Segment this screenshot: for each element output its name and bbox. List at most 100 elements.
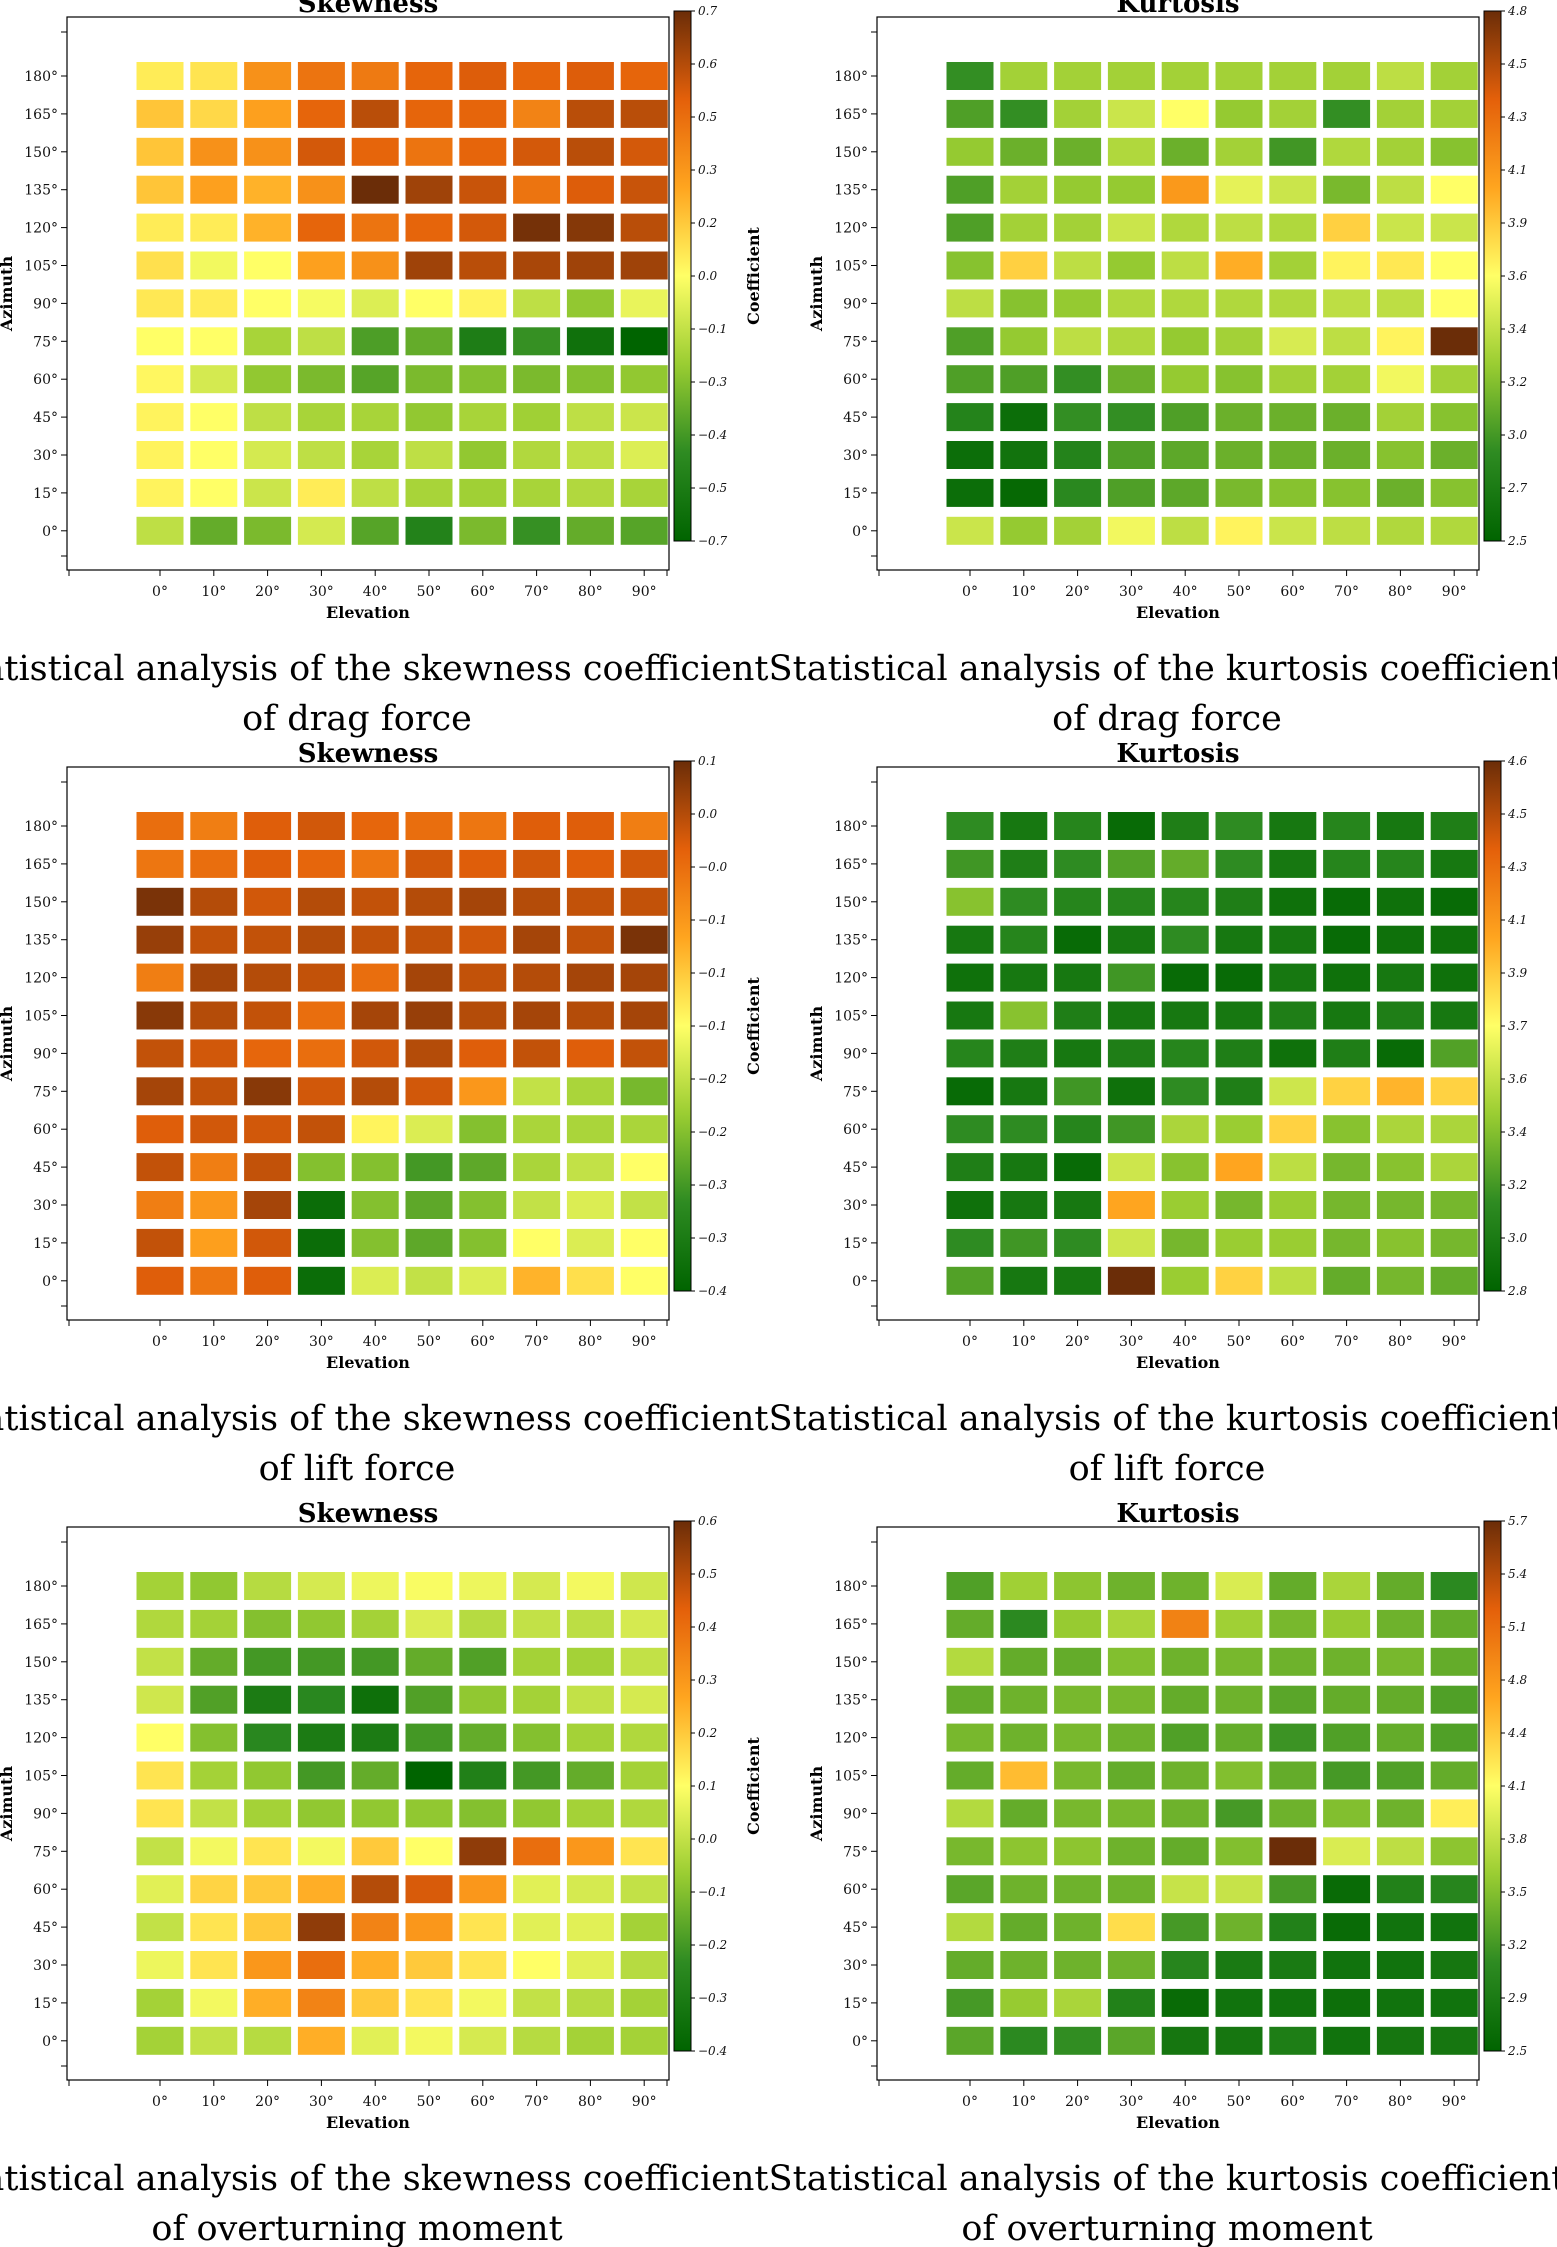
- x-tick-label: 80°: [1388, 2094, 1413, 2110]
- heatmap-cell: [620, 812, 668, 840]
- y-tick-label: 120°: [24, 1731, 58, 1747]
- heatmap-cell: [513, 327, 561, 356]
- heatmap-cell: [459, 1077, 507, 1106]
- heatmap-cell: [1376, 1988, 1424, 2017]
- heatmap-cell: [297, 251, 345, 280]
- chart-title: Kurtosis: [1116, 0, 1239, 19]
- heatmap-cell: [244, 403, 292, 432]
- heatmap-cell: [1323, 925, 1371, 954]
- x-tick-label: 80°: [1388, 1334, 1413, 1350]
- colorbar-tick-label: 4.1: [1507, 163, 1527, 177]
- heatmap-cell: [1054, 1077, 1102, 1106]
- heatmap-cell: [1107, 516, 1155, 545]
- colorbar: [673, 1520, 692, 2052]
- heatmap-cell: [297, 1988, 345, 2017]
- heatmap-cell: [244, 1685, 292, 1714]
- heatmap-cell: [1000, 327, 1048, 356]
- heatmap-cell: [566, 1572, 614, 1600]
- heatmap-cell: [405, 327, 453, 356]
- heatmap-cell: [1215, 1685, 1263, 1714]
- heatmap-cell: [1376, 1039, 1424, 1068]
- heatmap-cell: [1269, 478, 1317, 507]
- x-tick-label: 80°: [1388, 584, 1413, 600]
- y-axis-label: Azimuth: [807, 1006, 826, 1083]
- y-tick-label: 120°: [834, 221, 868, 237]
- heatmap-cell: [1054, 327, 1102, 356]
- heatmap-cell: [405, 1685, 453, 1714]
- heatmap-cell: [620, 1077, 668, 1106]
- heatmap-cell: [244, 137, 292, 166]
- heatmap-cell: [1054, 62, 1102, 90]
- heatmap-cell: [1000, 1761, 1048, 1790]
- heatmap-cell: [459, 516, 507, 545]
- heatmap-cell: [1000, 1875, 1048, 1904]
- heatmap-cell: [190, 1115, 238, 1144]
- heatmap-cell: [136, 1266, 184, 1295]
- heatmap-cell: [459, 1153, 507, 1182]
- heatmap-cell: [1215, 1077, 1263, 1106]
- heatmap-cell: [351, 365, 399, 394]
- colorbar-tick-label: 0.2: [698, 1726, 717, 1740]
- heatmap-cell: [459, 963, 507, 992]
- heatmap-cell: [1323, 1191, 1371, 1219]
- heatmap-panel-6: Kurtosis 180° 165° 150° 135° 120° 105° 90° 75° 60…: [769, 1499, 1557, 2247]
- y-tick-label: 120°: [24, 221, 58, 237]
- heatmap-cell: [190, 327, 238, 356]
- heatmap-cell: [1161, 1077, 1209, 1106]
- caption-line-1: Statistical analysis of the skewness coe…: [0, 1399, 768, 1439]
- heatmap-cell: [297, 1799, 345, 1828]
- x-tick-label: 50°: [1227, 584, 1252, 600]
- x-axis-label: Elevation: [326, 2113, 410, 2132]
- heatmap-cell: [513, 1685, 561, 1714]
- heatmap-cell: [244, 1875, 292, 1904]
- heatmap-cell: [190, 1153, 238, 1182]
- heatmap-cell: [136, 1115, 184, 1144]
- heatmap-cell: [566, 213, 614, 242]
- colorbar-tick-label: 3.9: [1508, 966, 1527, 980]
- x-tick-label: 60°: [470, 2094, 495, 2110]
- x-tick-label: 20°: [255, 584, 280, 600]
- heatmap-cell: [946, 175, 994, 204]
- heatmap-cell: [1376, 925, 1424, 954]
- colorbar-tick-label: 3.4: [1508, 1125, 1527, 1139]
- heatmap-cell: [459, 289, 507, 318]
- x-tick-label: 50°: [1227, 1334, 1252, 1350]
- colorbar-tick-label: 2.7: [1507, 481, 1527, 495]
- heatmap-cell: [190, 1951, 238, 1979]
- heatmap-cell: [946, 1609, 994, 1638]
- heatmap-cell: [513, 99, 561, 128]
- colorbar-tick-label: −0.2: [698, 1938, 727, 1952]
- heatmap-cell: [136, 1001, 184, 1030]
- heatmap-cell: [620, 1723, 668, 1752]
- x-tick-label: 60°: [470, 1334, 495, 1350]
- colorbar-tick-label: 5.7: [1508, 1514, 1527, 1528]
- heatmap-cell: [1269, 1647, 1317, 1676]
- heatmap-cell: [1000, 441, 1048, 469]
- heatmap-cell: [405, 1913, 453, 1942]
- heatmap-cell: [136, 1191, 184, 1219]
- heatmap-cell: [244, 1988, 292, 2017]
- colorbar-tick-label: −0.2: [698, 1125, 727, 1139]
- heatmap-cell: [1054, 1001, 1102, 1030]
- heatmap-cell: [1161, 1039, 1209, 1068]
- heatmap-cell: [136, 1039, 184, 1068]
- heatmap-cell: [1269, 1001, 1317, 1030]
- heatmap-cell: [1107, 1799, 1155, 1828]
- heatmap-cell: [1107, 1761, 1155, 1790]
- heatmap-cell: [1269, 849, 1317, 878]
- x-tick-label: 20°: [1065, 2094, 1090, 2110]
- colorbar-tick-label: 0.5: [698, 110, 717, 124]
- colorbar-label: Coefficient: [1554, 226, 1557, 324]
- heatmap-cell: [1054, 403, 1102, 432]
- heatmap-cell: [1323, 812, 1371, 840]
- heatmap-cell: [1107, 1115, 1155, 1144]
- heatmap-cell: [1323, 137, 1371, 166]
- heatmap-cell: [513, 1913, 561, 1942]
- heatmap-cell: [1269, 327, 1317, 356]
- heatmap-cell: [1107, 925, 1155, 954]
- colorbar-tick-label: −0.2: [698, 1072, 727, 1086]
- heatmap-cell: [405, 251, 453, 280]
- heatmap-cell: [566, 2026, 614, 2055]
- y-tick-label: 15°: [843, 1996, 868, 2012]
- heatmap-cell: [244, 1572, 292, 1600]
